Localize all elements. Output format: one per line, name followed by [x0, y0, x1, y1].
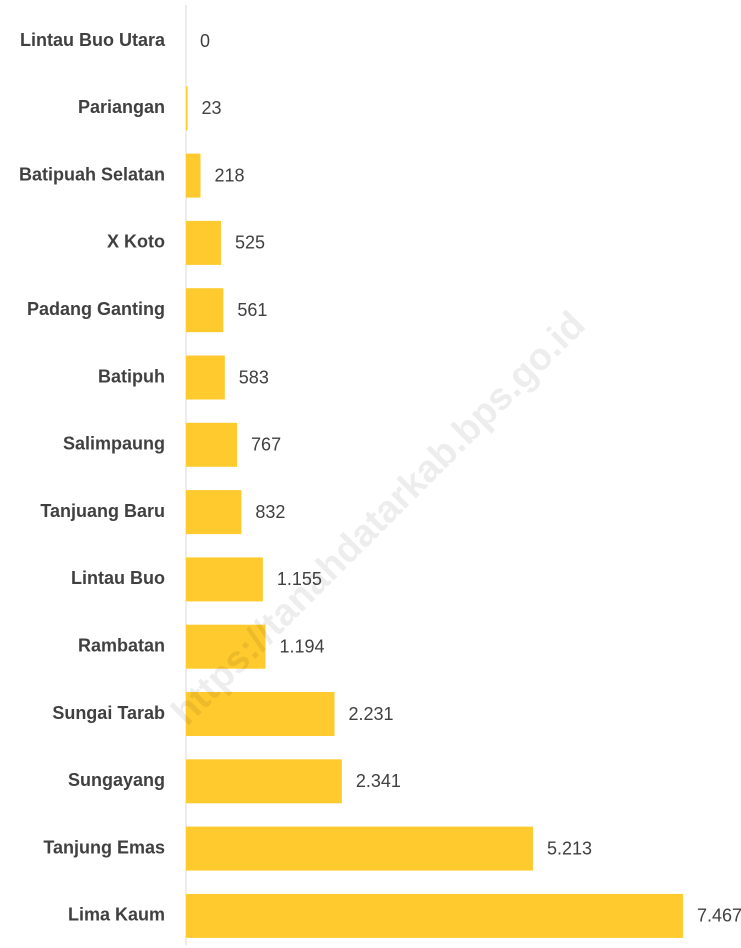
category-label: Batipuh: [98, 366, 165, 386]
bar: [186, 826, 533, 871]
value-label: 5.213: [547, 838, 592, 858]
category-label: Tanjuang Baru: [40, 501, 165, 521]
category-label: Lima Kaum: [68, 905, 165, 925]
value-label: 0: [200, 31, 210, 51]
value-label: 525: [235, 233, 265, 253]
bar: [186, 220, 221, 265]
bar: [186, 893, 683, 938]
category-label: Tanjung Emas: [43, 837, 165, 857]
value-label: 832: [255, 502, 285, 522]
category-label: Sungayang: [68, 770, 165, 790]
bar: [186, 355, 225, 400]
value-label: 1.155: [277, 569, 322, 589]
category-label: Sungai Tarab: [52, 703, 165, 723]
value-label: 1.194: [279, 636, 324, 656]
category-label: X Koto: [107, 232, 165, 252]
category-label: Lintau Buo Utara: [20, 30, 166, 50]
category-label: Padang Ganting: [27, 299, 165, 319]
bar: [186, 692, 335, 736]
bar: [186, 557, 263, 602]
bar: [186, 422, 238, 467]
value-label: 218: [215, 165, 245, 185]
category-label: Pariangan: [78, 97, 165, 117]
value-label: 561: [237, 300, 267, 320]
bar: [186, 86, 188, 131]
value-label: 583: [239, 367, 269, 387]
bar: [186, 490, 242, 535]
value-label: 7.467: [697, 906, 741, 926]
value-label: 2.231: [348, 704, 393, 724]
category-label: Batipuah Selatan: [19, 164, 165, 184]
bar: [186, 624, 266, 669]
bar: [186, 153, 201, 198]
category-label: Salimpaung: [63, 434, 165, 454]
bar: [186, 288, 224, 333]
value-label: 2.341: [356, 771, 401, 791]
value-label: 767: [251, 435, 281, 455]
bar: [186, 759, 342, 804]
category-label: Lintau Buo: [71, 568, 165, 588]
category-label: Rambatan: [78, 635, 165, 655]
value-label: 23: [202, 98, 222, 118]
